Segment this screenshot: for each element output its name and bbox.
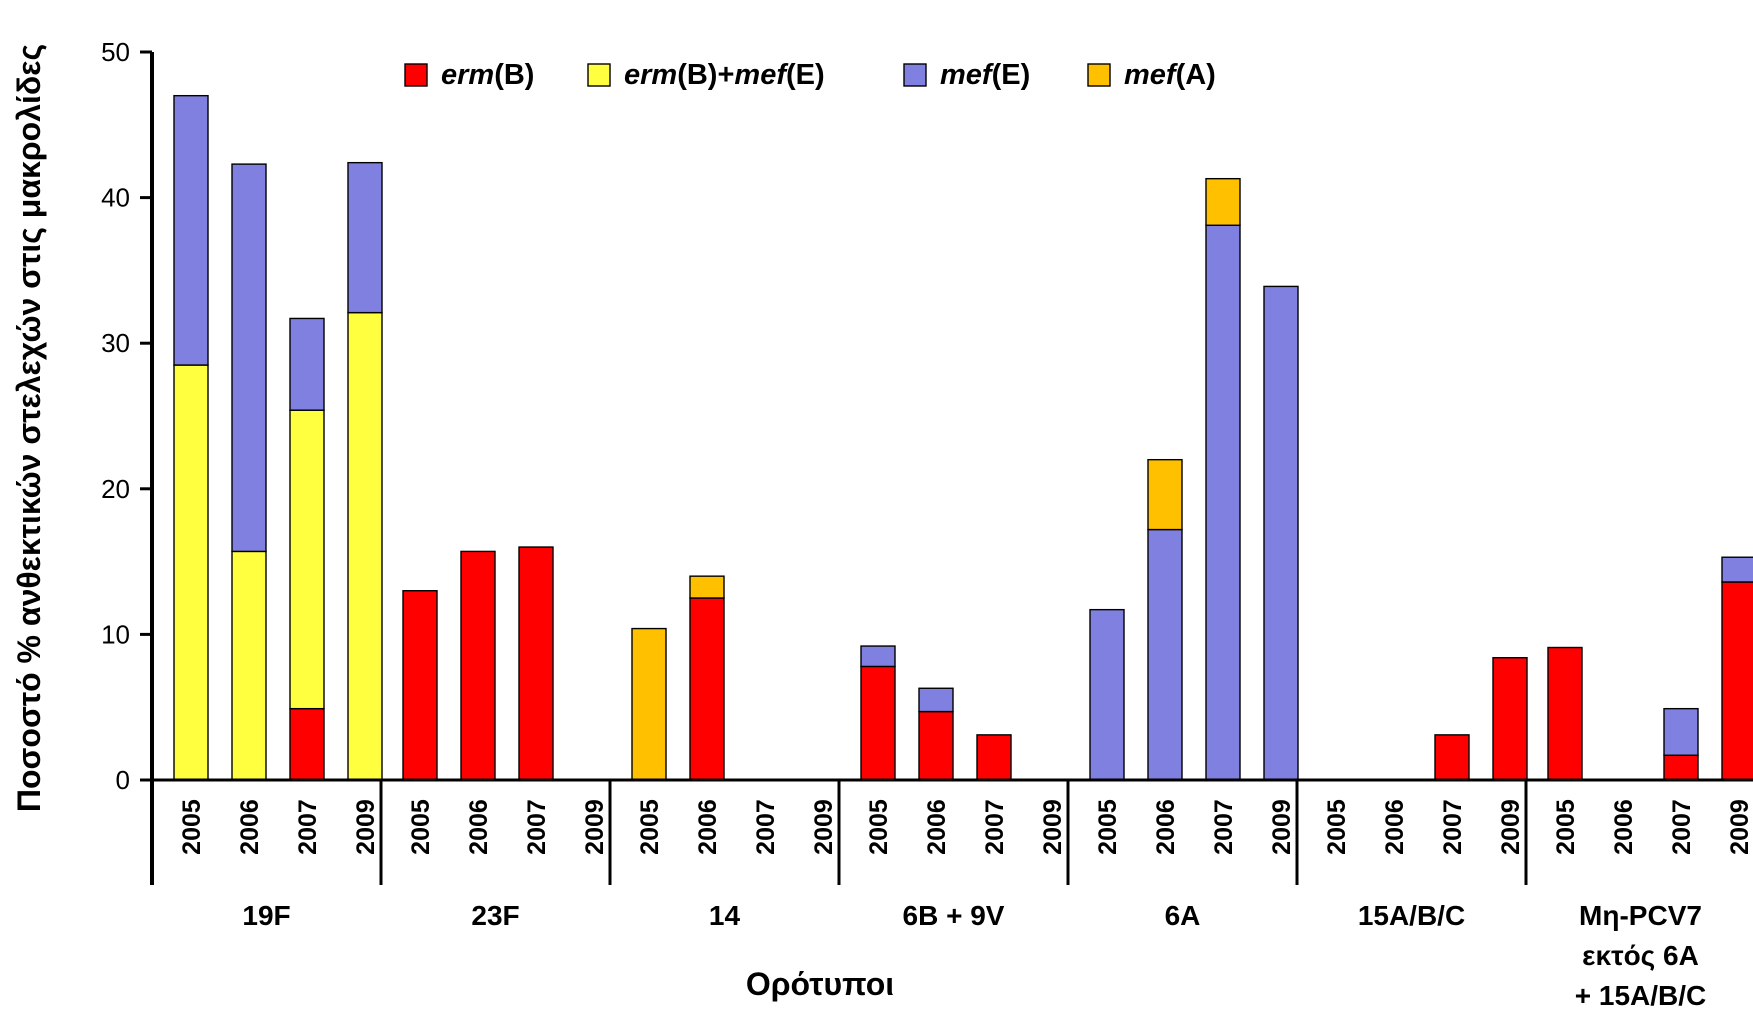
bar-segment-mefE	[1663, 707, 1699, 756]
x-tick-label-year: 2007	[523, 799, 551, 855]
legend-label-mefA: mef(A)	[1124, 59, 1216, 91]
bar-segment-mefE	[918, 687, 954, 713]
bar-segment-ermB	[289, 707, 325, 781]
x-group-label: Μη-PCV7	[1579, 900, 1702, 931]
bar-segment-mefE	[1205, 224, 1241, 781]
y-tick-label: 40	[101, 183, 130, 213]
x-tick-label-year: 2007	[1210, 799, 1238, 855]
legend-label-ermB_mefE: erm(B)+mef(E)	[624, 59, 825, 91]
x-tick-label-year: 2007	[294, 799, 322, 855]
bar-segment-ermB_mefE	[289, 409, 325, 710]
bar-segment-ermB_mefE	[173, 364, 209, 781]
labels-layer: 2005 2006 2007 2009 19F 2005 2006 2007 2009 23F 20…	[178, 799, 1753, 1011]
y-tick-label: 10	[101, 619, 130, 649]
x-tick-label-year: 2005	[1094, 799, 1122, 855]
x-tick-label-year: 2009	[1268, 799, 1296, 855]
x-group-label: εκτός 6Α	[1582, 940, 1699, 971]
bar-segment-ermB	[1663, 754, 1699, 781]
bar-segment-mefE	[1721, 556, 1753, 583]
bar-segment-ermB	[689, 597, 725, 781]
bar-segment-ermB	[518, 546, 554, 781]
x-tick-label-year: 2009	[352, 799, 380, 855]
x-group-label: 6B + 9V	[903, 900, 1005, 931]
x-group-label: + 15A/B/C	[1575, 980, 1707, 1011]
bar-segment-ermB	[860, 665, 896, 781]
x-tick-label-year: 2009	[1726, 799, 1753, 855]
x-tick-label-year: 2005	[1552, 799, 1580, 855]
x-tick-label-year: 2006	[236, 799, 264, 855]
x-tick-label-year: 2007	[981, 799, 1009, 855]
y-tick-label: 20	[101, 474, 130, 504]
x-axis-title: Ορότυποι	[746, 966, 894, 1002]
bar-segment-ermB	[1547, 646, 1583, 781]
bar-segment-ermB	[1434, 734, 1470, 781]
y-axis-title: Ποσοστό % ανθεκτικών στελεχών στις μακρο…	[11, 44, 47, 812]
x-tick-label-year: 2005	[865, 799, 893, 855]
bar-segment-ermB	[918, 710, 954, 781]
x-tick-label-year: 2007	[1439, 799, 1467, 855]
bar-segment-mefE	[347, 161, 383, 314]
bar-segment-ermB	[402, 590, 438, 781]
x-group-label: 19F	[242, 900, 290, 931]
x-tick-label-year: 2009	[810, 799, 838, 855]
x-tick-label-year: 2009	[1039, 799, 1067, 855]
bar-segment-mefA	[689, 575, 725, 599]
y-tick-label: 50	[101, 37, 130, 67]
x-group-label: 6A	[1165, 900, 1201, 931]
x-tick-label-year: 2009	[581, 799, 609, 855]
bar-segment-mefE	[860, 645, 896, 668]
bar-segment-ermB	[1721, 581, 1753, 781]
bar-segment-ermB_mefE	[347, 311, 383, 781]
bar-segment-mefE	[231, 163, 267, 553]
x-tick-label-year: 2006	[465, 799, 493, 855]
bar-segment-mefA	[631, 627, 667, 781]
x-tick-label-year: 2006	[923, 799, 951, 855]
bars-layer	[173, 94, 1753, 781]
x-tick-label-year: 2005	[1323, 799, 1351, 855]
bar-segment-mefE	[1263, 285, 1299, 781]
bar-segment-mefE	[1089, 608, 1125, 781]
bar-segment-mefA	[1205, 177, 1241, 226]
bar-segment-ermB	[460, 550, 496, 781]
legend: erm(B) erm(B)+mef(E) mef(E) mef(A)	[404, 59, 1216, 91]
x-tick-label-year: 2009	[1497, 799, 1525, 855]
bar-segment-ermB_mefE	[231, 550, 267, 781]
x-group-label: 14	[709, 900, 741, 931]
x-tick-label-year: 2007	[1668, 799, 1696, 855]
legend-swatch-ermB_mefE	[587, 63, 611, 87]
bar-segment-ermB	[1492, 656, 1528, 781]
bar-segment-ermB	[976, 734, 1012, 781]
legend-swatch-mefE	[903, 63, 927, 87]
legend-swatch-ermB	[404, 63, 428, 87]
y-tick-label: 0	[116, 765, 130, 795]
x-tick-label-year: 2005	[178, 799, 206, 855]
x-tick-label-year: 2005	[407, 799, 435, 855]
legend-label-mefE: mef(E)	[940, 59, 1030, 91]
x-tick-label-year: 2006	[694, 799, 722, 855]
legend-swatch-mefA	[1087, 63, 1111, 87]
legend-label-ermB: erm(B)	[441, 59, 534, 91]
y-tick-label: 30	[101, 328, 130, 358]
bar-segment-mefA	[1147, 458, 1183, 531]
bar-segment-mefE	[289, 317, 325, 411]
x-group-label: 23F	[471, 900, 519, 931]
x-tick-label-year: 2006	[1152, 799, 1180, 855]
x-tick-label-year: 2005	[636, 799, 664, 855]
x-tick-label-year: 2006	[1610, 799, 1638, 855]
x-group-label: 15A/B/C	[1358, 900, 1465, 931]
x-tick-label-year: 2007	[752, 799, 780, 855]
bar-segment-mefE	[173, 94, 209, 366]
axes-layer: 0 10 20 30 40 50	[101, 37, 1753, 885]
x-tick-label-year: 2006	[1381, 799, 1409, 855]
bar-segment-mefE	[1147, 528, 1183, 781]
